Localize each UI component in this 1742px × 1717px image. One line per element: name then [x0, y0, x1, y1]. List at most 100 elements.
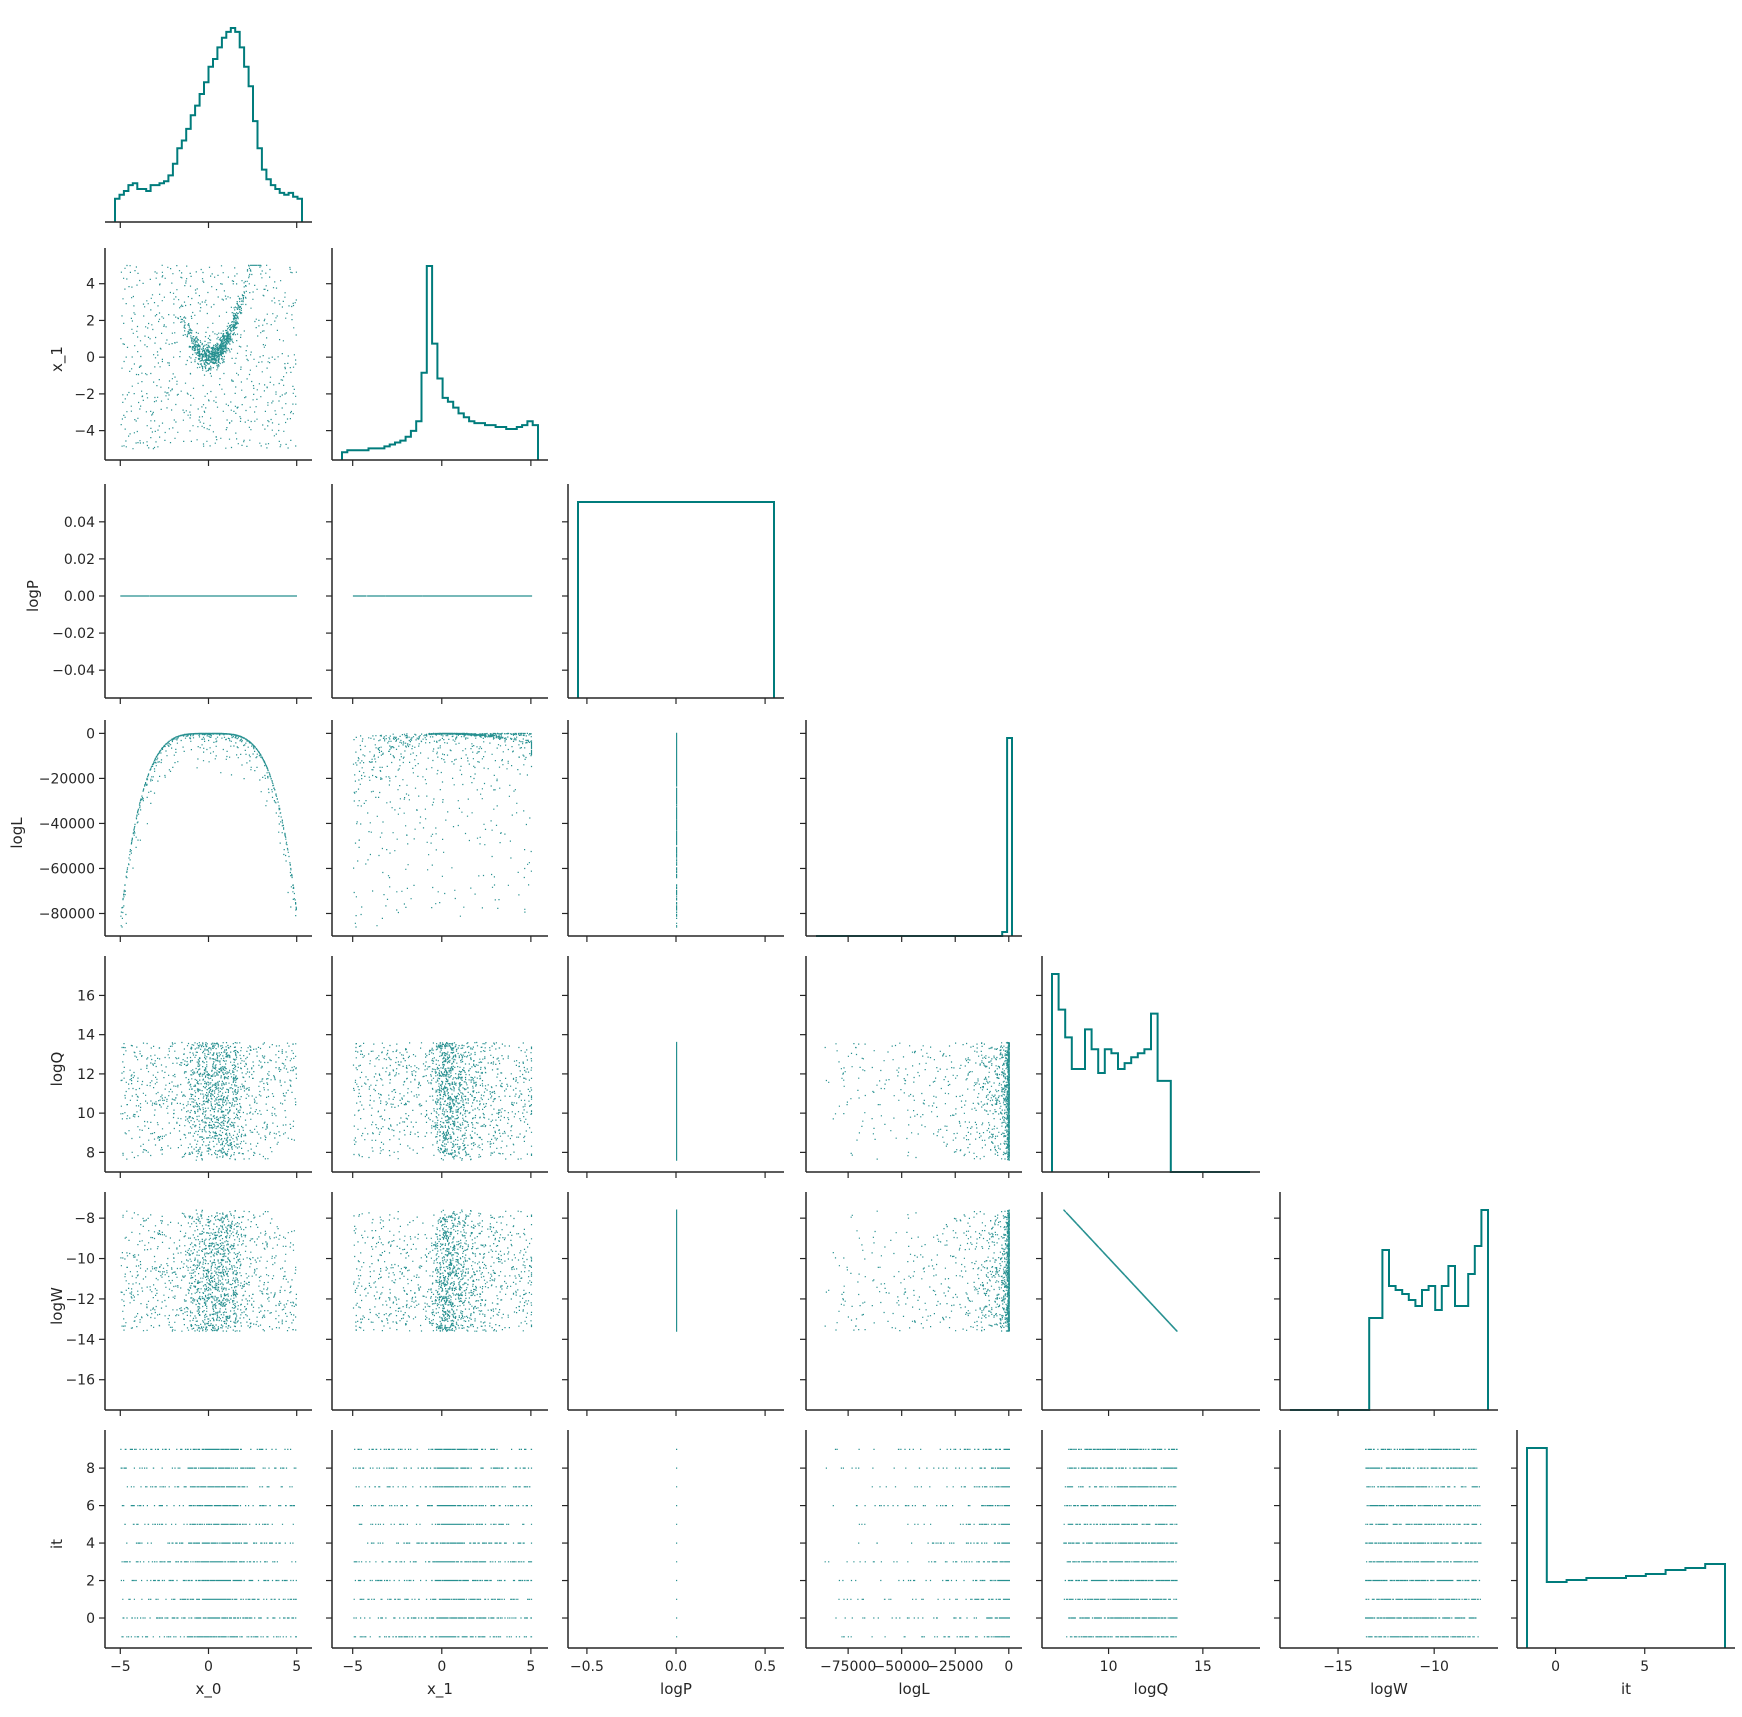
- scatter-points: [1063, 1209, 1178, 1332]
- x-tick-label: −75000: [820, 1659, 876, 1675]
- x-tick-label: −50000: [874, 1659, 930, 1675]
- scatter-points: [676, 1041, 678, 1161]
- histogram-logL: [816, 737, 1013, 937]
- panel-logW-vs-x_1: [326, 1192, 548, 1416]
- x-tick-label: −0.5: [570, 1659, 604, 1675]
- y-tick-label: −16: [65, 1373, 95, 1389]
- panel-logL-vs-x_1: [326, 720, 548, 942]
- panel-it-vs-x_1: [326, 1430, 548, 1654]
- scatter-points: [676, 1448, 678, 1638]
- scatter-points: [120, 732, 297, 928]
- y-tick-label: 0.02: [64, 552, 95, 568]
- y-tick-label: 0.04: [64, 515, 95, 531]
- scatter-points: [120, 264, 297, 450]
- x-axis-title-logQ: logQ: [1134, 1680, 1169, 1698]
- histogram-x_0: [114, 27, 303, 222]
- panel-logW-vs-logL: [800, 1192, 1022, 1416]
- x-tick-label: −15: [1323, 1659, 1353, 1675]
- x-tick-label: 0.5: [754, 1659, 776, 1675]
- y-tick-label: 8: [86, 1145, 95, 1161]
- histogram-logQ: [1051, 973, 1250, 1173]
- scatter-points: [824, 1041, 1010, 1161]
- panel-logP-vs-x_0: [99, 484, 312, 704]
- y-tick-label: 10: [77, 1106, 95, 1122]
- x-tick-label: −5: [342, 1659, 363, 1675]
- panel-logW-vs-x_0: [99, 1192, 312, 1416]
- x-tick-label: −25000: [927, 1659, 983, 1675]
- panel-it-vs-it: [1511, 1430, 1735, 1654]
- y-tick-label: 4: [86, 1536, 95, 1552]
- x-tick-label: 0: [1004, 1659, 1013, 1675]
- y-axis-title-logP: logP: [24, 580, 42, 612]
- panel-x_1-vs-x_0: [99, 248, 312, 466]
- panel-logL-vs-logL: [800, 720, 1022, 942]
- x-tick-label: 0: [1551, 1659, 1560, 1675]
- y-tick-label: 0: [86, 1611, 95, 1627]
- y-tick-label: −8: [74, 1211, 95, 1227]
- panel-it-vs-logW: [1274, 1430, 1498, 1654]
- x-tick-label: −5: [110, 1659, 131, 1675]
- y-axis-title-logQ: logQ: [48, 1052, 66, 1087]
- scatter-points: [1365, 1448, 1482, 1638]
- scatter-points: [1063, 1448, 1178, 1638]
- y-tick-label: 6: [86, 1499, 95, 1515]
- y-tick-label: −40000: [39, 816, 95, 832]
- histogram-logP: [577, 501, 775, 698]
- scatter-points: [352, 732, 533, 928]
- x-tick-label: 0: [437, 1659, 446, 1675]
- x-axis-title-logW: logW: [1370, 1680, 1408, 1698]
- scatter-points: [120, 1041, 297, 1161]
- panel-logL-vs-x_0: [99, 720, 312, 942]
- x-tick-label: 5: [292, 1659, 301, 1675]
- x-tick-label: 0.0: [665, 1659, 687, 1675]
- y-tick-label: 0: [86, 350, 95, 366]
- x-tick-label: 5: [1640, 1659, 1649, 1675]
- scatter-points: [352, 1041, 533, 1161]
- y-axis-title-x_1: x_1: [48, 346, 67, 372]
- panel-it-vs-logP: [562, 1430, 784, 1654]
- y-tick-label: −10: [65, 1252, 95, 1268]
- panel-x_1-vs-x_1: [326, 248, 548, 466]
- panel-logW-vs-logQ: [1036, 1192, 1260, 1416]
- y-axis-title-it: it: [48, 1539, 66, 1549]
- y-tick-label: −14: [65, 1332, 95, 1348]
- x-axis-title-x_0: x_0: [196, 1680, 222, 1699]
- x-tick-label: 5: [526, 1659, 535, 1675]
- scatter-points: [824, 1448, 1010, 1638]
- panel-logL-vs-logP: [562, 720, 784, 942]
- panel-it-vs-x_0: [99, 1430, 312, 1654]
- panel-it-vs-logQ: [1036, 1430, 1260, 1654]
- x-tick-label: 15: [1194, 1659, 1212, 1675]
- y-tick-label: −2: [74, 387, 95, 403]
- y-tick-label: −60000: [39, 861, 95, 877]
- y-tick-label: 0: [86, 726, 95, 742]
- histogram-x_1: [341, 265, 539, 460]
- y-axis-title-logL: logL: [8, 817, 26, 849]
- y-tick-label: −12: [65, 1292, 95, 1308]
- panel-logW-vs-logP: [562, 1192, 784, 1416]
- y-tick-label: 0.00: [64, 589, 95, 605]
- histogram-it: [1526, 1447, 1726, 1648]
- y-tick-label: 2: [86, 313, 95, 329]
- scatter-points: [824, 1209, 1010, 1332]
- y-tick-label: −4: [74, 424, 95, 440]
- scatter-points: [120, 1209, 297, 1332]
- y-tick-label: 2: [86, 1574, 95, 1590]
- panel-logQ-vs-logP: [562, 956, 784, 1178]
- panel-it-vs-logL: [800, 1430, 1022, 1654]
- panel-logQ-vs-logQ: [1036, 956, 1260, 1178]
- y-tick-label: 4: [86, 277, 95, 293]
- y-tick-label: 14: [77, 1028, 95, 1044]
- x-tick-label: 10: [1100, 1659, 1118, 1675]
- x-axis-title-logL: logL: [898, 1680, 930, 1698]
- scatter-points: [120, 1448, 297, 1638]
- panel-logQ-vs-x_0: [99, 956, 312, 1178]
- panel-logW-vs-logW: [1274, 1192, 1498, 1416]
- y-axis-title-logW: logW: [48, 1287, 66, 1325]
- x-axis-title-x_1: x_1: [427, 1680, 453, 1699]
- scatter-points: [352, 1209, 533, 1332]
- panel-logP-vs-logP: [562, 484, 784, 704]
- panel-x_0-vs-x_0: [105, 27, 312, 228]
- histogram-logW: [1290, 1209, 1489, 1411]
